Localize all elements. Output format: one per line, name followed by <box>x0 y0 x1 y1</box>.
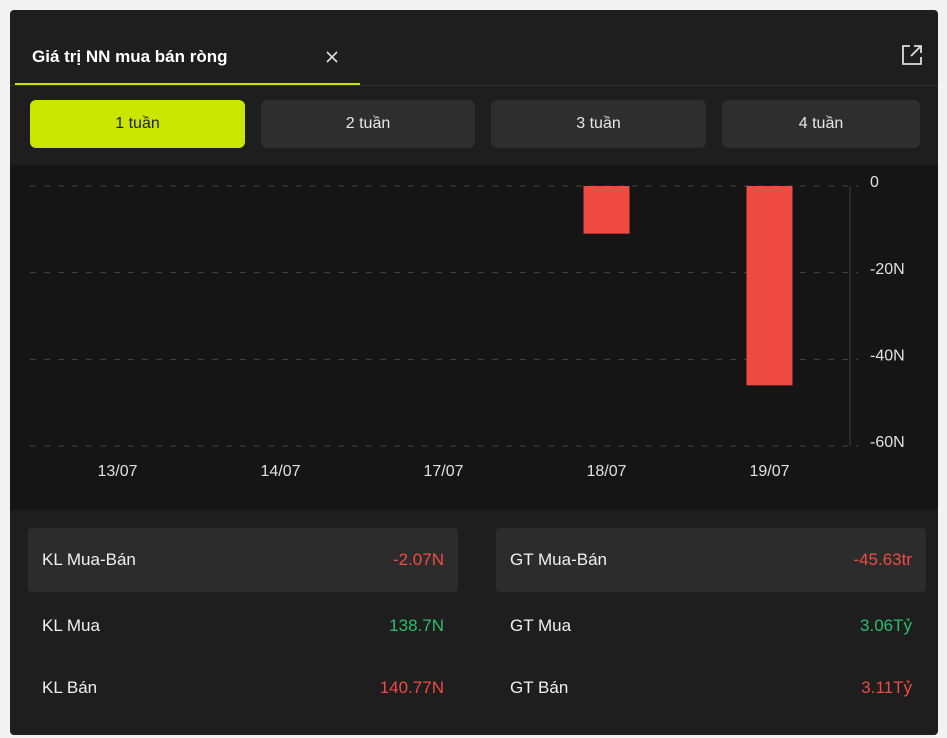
chart: 0 -20N -40N -60N 13/07 14/07 17/07 18/07 19/07 <box>10 165 938 510</box>
stat-row: KL Mua 138.7N <box>28 594 458 658</box>
stat-value: 140.77N <box>379 678 444 697</box>
period-button[interactable]: 4 tuần <box>722 100 920 148</box>
x-tick-label: 18/07 <box>586 463 626 480</box>
y-tick-label: 0 <box>870 174 879 191</box>
stat-label: KL Mua <box>42 616 100 635</box>
stat-value: 3.06Tỷ <box>860 616 912 635</box>
x-tick-label: 17/07 <box>423 463 463 480</box>
x-tick-label: 13/07 <box>97 463 137 480</box>
stat-value: 138.7N <box>389 616 444 635</box>
chart-bg <box>10 165 938 510</box>
x-tick-label: 14/07 <box>260 463 300 480</box>
stat-row: GT Bán 3.11Tỷ <box>496 656 926 720</box>
stat-row: GT Mua-Bán -45.63tr <box>496 528 926 592</box>
divider <box>10 85 938 86</box>
stat-row: GT Mua 3.06Tỷ <box>496 594 926 658</box>
close-icon[interactable] <box>325 50 339 64</box>
stat-value: -45.63tr <box>853 550 912 569</box>
stat-label: KL Mua-Bán <box>42 550 136 569</box>
x-tick-label: 19/07 <box>749 463 789 480</box>
panel: Giá trị NN mua bán ròng 1 tuần 2 tuần 3 tu… <box>10 10 938 735</box>
stat-value: 3.11Tỷ <box>861 678 912 697</box>
stat-row: KL Mua-Bán -2.07N <box>28 528 458 592</box>
bar <box>583 186 630 234</box>
y-tick-label: -40N <box>870 348 905 365</box>
stat-value: -2.07N <box>392 550 444 569</box>
stat-row: KL Bán 140.77N <box>28 656 458 720</box>
popout-icon[interactable] <box>900 43 924 67</box>
stat-label: GT Bán <box>510 678 569 697</box>
y-tick-label: -20N <box>870 261 905 278</box>
stat-label: GT Mua-Bán <box>510 550 608 569</box>
tab[interactable]: Giá trị NN mua bán ròng <box>15 10 360 86</box>
stat-label: GT Mua <box>510 616 572 635</box>
bar <box>746 186 793 386</box>
period-button[interactable]: 1 tuần <box>30 100 245 148</box>
y-tick-label: -60N <box>870 434 905 451</box>
stat-label: KL Bán <box>42 678 98 697</box>
tab-title: Giá trị NN mua bán ròng <box>32 47 228 66</box>
period-button[interactable]: 2 tuần <box>261 100 475 148</box>
period-button[interactable]: 3 tuần <box>491 100 706 148</box>
